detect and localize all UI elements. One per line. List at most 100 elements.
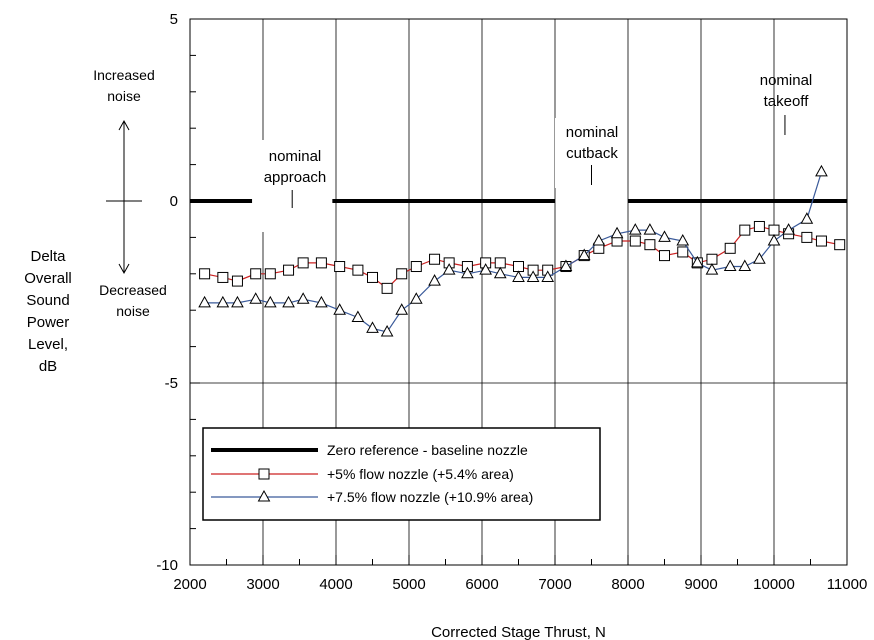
- data-point-square: [352, 264, 364, 276]
- data-point-square: [297, 257, 309, 269]
- data-point-square: [644, 239, 656, 251]
- data-point-triangle: [263, 295, 277, 308]
- y-tick-label: 5: [170, 11, 178, 28]
- data-point-triangle: [351, 310, 365, 322]
- data-point-triangle: [738, 259, 752, 272]
- data-point-square: [264, 268, 276, 280]
- data-point-square: [724, 242, 736, 254]
- y-axis-label-line: Level,: [27, 336, 69, 353]
- data-point-square: [315, 257, 327, 269]
- data-point-triangle: [753, 252, 766, 264]
- y-axis-label-line: Overall: [24, 270, 72, 287]
- data-point-triangle: [315, 295, 328, 308]
- noise-arrow-down-head: [118, 263, 130, 275]
- annotation-decreased-noise: Decreased: [99, 282, 167, 298]
- data-point-square: [250, 268, 262, 280]
- data-point-square: [815, 235, 827, 247]
- annotation-nominal-approach: nominal: [269, 148, 322, 165]
- data-point-square: [367, 271, 378, 283]
- y-axis-label-line: Sound: [26, 292, 70, 309]
- data-point-square: [706, 253, 718, 265]
- x-tick-label: 5000: [392, 576, 425, 593]
- annotation-increased-noise: Increased: [93, 67, 154, 83]
- data-point-triangle: [380, 325, 394, 337]
- x-tick-label: 8000: [611, 576, 644, 593]
- data-point-square: [494, 257, 506, 269]
- data-point-triangle: [592, 234, 606, 246]
- data-point-square: [629, 235, 641, 247]
- data-point-square: [753, 220, 765, 232]
- data-point-square: [283, 264, 295, 276]
- data-point-square: [231, 275, 243, 287]
- x-axis-title: Corrected Stage Thrust, N: [431, 624, 606, 640]
- data-point-triangle: [198, 295, 211, 308]
- approach-label-bg: [255, 140, 333, 232]
- data-point-square: [834, 239, 846, 251]
- data-point-triangle: [526, 270, 540, 282]
- data-point-triangle: [782, 223, 795, 235]
- data-point-triangle: [428, 274, 441, 286]
- data-point-triangle: [705, 263, 719, 275]
- noise-arrow-up-head: [118, 119, 130, 131]
- annotation-decreased-noise: noise: [116, 303, 150, 319]
- annotation-nominal-approach: approach: [264, 169, 327, 186]
- data-point-triangle: [512, 270, 525, 282]
- x-tick-label: 2000: [173, 576, 206, 593]
- data-point-square: [659, 250, 670, 262]
- data-point-triangle: [628, 223, 642, 235]
- data-point-triangle: [395, 303, 409, 315]
- y-axis-label-line: Delta: [30, 248, 66, 265]
- data-point-triangle: [610, 226, 624, 239]
- data-point-square: [199, 268, 211, 280]
- y-tick-label: -5: [165, 375, 178, 392]
- data-point-triangle: [442, 263, 456, 275]
- data-point-triangle: [541, 270, 555, 282]
- data-point-square: [677, 246, 689, 258]
- data-point-triangle: [366, 321, 379, 333]
- data-point-square: [739, 224, 751, 236]
- data-point-square: [801, 231, 813, 243]
- x-tick-label: 4000: [319, 576, 352, 593]
- data-point-triangle: [249, 292, 263, 304]
- data-point-square: [381, 282, 393, 294]
- x-tick-label: 11000: [827, 576, 868, 593]
- data-point-square: [396, 268, 408, 280]
- data-point-triangle: [691, 255, 704, 268]
- data-point-triangle: [559, 259, 573, 272]
- data-point-triangle: [815, 164, 828, 177]
- y-axis-label-line: dB: [38, 358, 58, 375]
- y-tick-label: -10: [156, 557, 178, 574]
- series-line: [204, 225, 840, 290]
- data-point-square: [258, 468, 270, 480]
- data-point-triangle: [257, 489, 271, 502]
- legend-label: +7.5% flow nozzle (+10.9% area): [327, 489, 533, 505]
- annotation-nominal-takeoff: nominal: [760, 72, 813, 89]
- y-axis-label-line: Power: [26, 314, 70, 331]
- data-point-triangle: [461, 266, 474, 279]
- legend: Zero reference - baseline nozzle +5% flow…: [202, 427, 601, 521]
- data-point-triangle: [216, 295, 230, 308]
- series-5pct-flow: [199, 220, 846, 294]
- data-point-square: [334, 261, 346, 273]
- x-tick-label: 3000: [246, 576, 279, 593]
- data-point-triangle: [296, 292, 310, 304]
- y-axis-label: Delta Overall Sound Power Level, dB: [8, 246, 88, 378]
- x-tick-label: 6000: [465, 576, 498, 593]
- data-point-triangle: [479, 263, 492, 275]
- data-point-triangle: [493, 266, 507, 279]
- data-point-square: [768, 224, 780, 236]
- data-point-triangle: [333, 303, 346, 315]
- data-point-triangle: [658, 230, 671, 242]
- data-point-triangle: [409, 292, 423, 304]
- data-point-square: [429, 253, 441, 265]
- data-point-triangle: [577, 248, 591, 261]
- data-point-triangle: [643, 223, 657, 235]
- data-point-square: [217, 271, 229, 283]
- legend-label: Zero reference - baseline nozzle: [327, 442, 528, 458]
- data-point-triangle: [231, 295, 244, 308]
- annotation-nominal-takeoff: takeoff: [764, 93, 810, 110]
- data-point-square: [410, 261, 422, 273]
- legend-label: +5% flow nozzle (+5.4% area): [327, 466, 514, 482]
- annotation-nominal-cutback: cutback: [566, 145, 618, 162]
